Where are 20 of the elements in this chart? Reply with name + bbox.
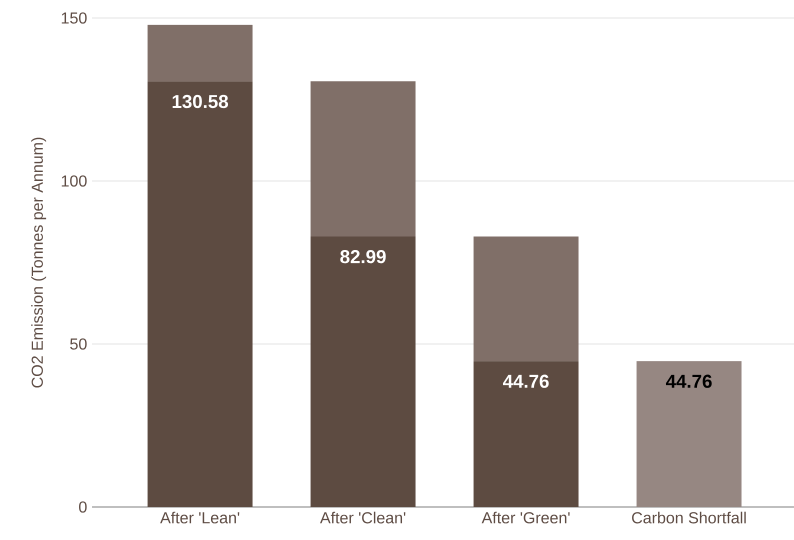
bar [474,236,579,362]
data-label: 130.58 [172,94,228,108]
x-tick-label: After 'Clean' [320,512,406,524]
y-axis-title: CO2 Emission (Tonnes per Annum) [31,138,46,388]
bar [148,81,253,507]
data-label: 44.76 [502,374,549,388]
bar [310,81,416,236]
data-label: 44.76 [666,374,712,388]
bar [636,361,742,507]
bar [148,24,253,82]
x-tick-label: Carbon Shortfall [632,512,746,524]
y-tick-label: 50 [70,338,87,350]
x-tick-label: After 'Lean' [160,512,240,524]
data-label: 82.99 [340,250,386,264]
bar [474,361,579,507]
bar [310,236,416,507]
y-tick-label: 0 [79,501,87,513]
y-tick-label: 150 [62,12,87,24]
x-tick-label: After 'Green' [482,512,570,524]
y-tick-label: 100 [62,175,87,187]
